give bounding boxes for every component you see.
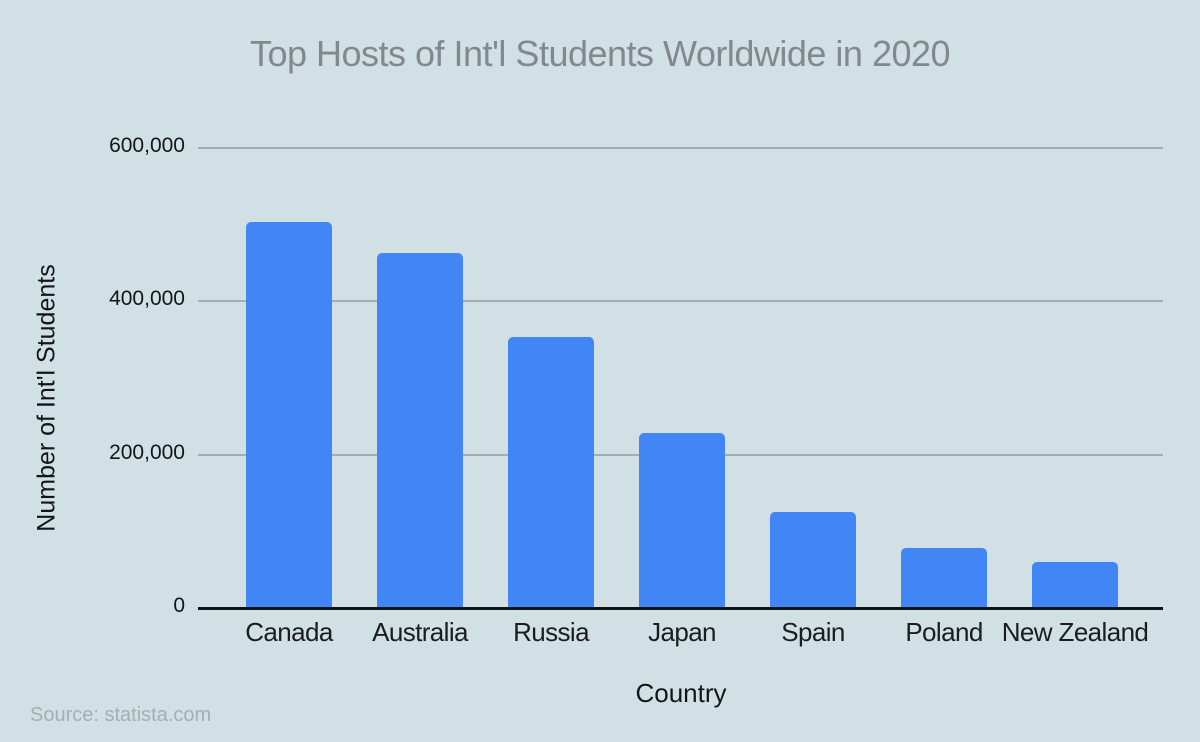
- x-tick-spain: Spain: [781, 617, 845, 647]
- y-tick-400000: 400,000: [109, 287, 185, 311]
- x-tick-canada: Canada: [245, 617, 333, 647]
- gridline-600000: [198, 147, 1163, 149]
- x-tick-poland: Poland: [905, 617, 983, 647]
- y-tick-0: 0: [173, 594, 185, 617]
- bar-canada: [246, 222, 332, 608]
- x-tick-russia: Russia: [513, 617, 589, 647]
- y-axis-tick-labels: 600,000 400,000 200,000 0: [0, 134, 185, 617]
- chart-title: Top Hosts of Int'l Students Worldwide in…: [249, 33, 951, 74]
- x-axis-tick-labels: Canada Australia Russia Japan Spain Poland New…: [198, 618, 1163, 648]
- bar-japan: [639, 433, 725, 608]
- bar-russia: [508, 337, 594, 608]
- y-tick-600000: 600,000: [109, 134, 185, 157]
- bar-spain: [770, 512, 856, 608]
- bar-australia: [377, 253, 463, 608]
- x-tick-australia: Australia: [372, 617, 468, 647]
- bar-new-zealand: [1032, 562, 1118, 608]
- plot-area: [198, 147, 1163, 610]
- y-tick-200000: 200,000: [109, 440, 185, 464]
- x-axis-title: Country: [635, 678, 727, 708]
- bar-poland: [901, 548, 987, 608]
- x-tick-japan: Japan: [648, 617, 716, 647]
- gridline-400000: [198, 300, 1163, 303]
- x-tick-new-zealand: New Zealand: [1001, 617, 1149, 647]
- source-note: Source: statista.com: [30, 704, 212, 726]
- x-axis-line: [198, 607, 1163, 610]
